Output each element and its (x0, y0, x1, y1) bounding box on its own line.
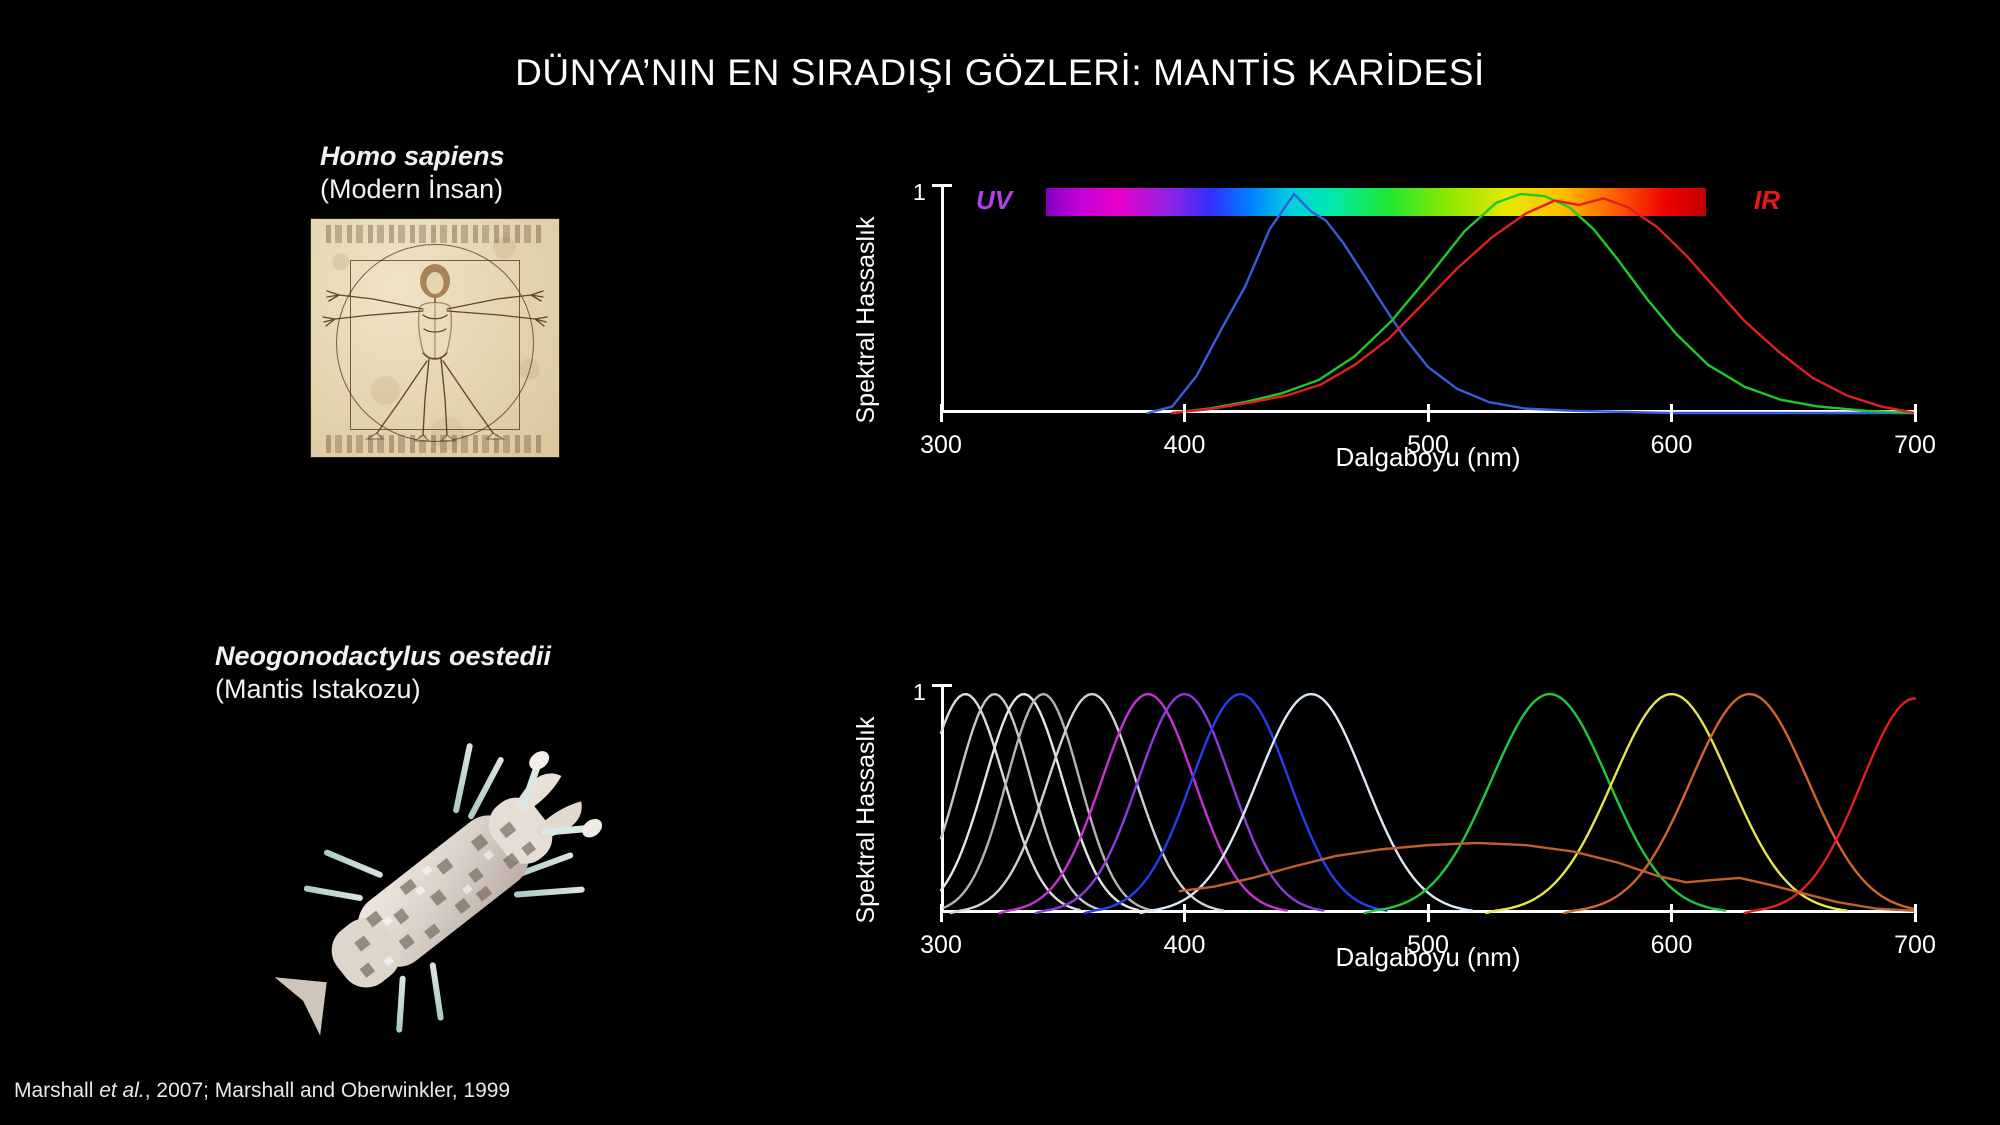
specimen-human-scientific-name: Homo sapiens (320, 141, 505, 171)
specimen-human-labels: Homo sapiens (Modern İnsan) (250, 140, 670, 206)
citation-et-al: et al. (99, 1079, 145, 1102)
x-tick-600 (1670, 904, 1673, 922)
x-tick-label-400: 400 (1163, 431, 1206, 459)
mirror-script-top (325, 224, 545, 243)
chart-mantis-x-axis-label: Dalgaboyu (nm) (1335, 942, 1521, 972)
vitruvian-square (350, 260, 520, 430)
curve-violet (999, 694, 1286, 913)
curve-uv-5 (951, 694, 1224, 913)
x-tick-300 (939, 904, 943, 922)
curve-l-cone-red- (1172, 198, 1915, 413)
x-tick-label-600: 600 (1650, 931, 1693, 959)
chart-mantis-y-tick-1: 1 (913, 679, 926, 705)
citation-prefix: Marshall (14, 1079, 100, 1102)
citation-line: Marshall et al., 2007; Marshall and Ober… (14, 1079, 510, 1103)
page-title: DÜNYA’NIN EN SIRADIŞI GÖZLERİ: MANTİS KA… (515, 52, 1485, 93)
x-tick-label-300: 300 (920, 931, 962, 959)
x-tick-400 (1183, 904, 1186, 922)
uv-label: UV (976, 185, 1013, 215)
chart-mantis-y-axis-label: Spektral Hassaslık (852, 716, 881, 924)
specimen-human: Homo sapiens (Modern İnsan) (250, 140, 670, 458)
curve-uv-1 (941, 694, 1080, 910)
curve-uv-4 (941, 694, 1153, 911)
spectrum-gradient (1046, 188, 1706, 216)
curve-uv-3 (941, 694, 1138, 910)
chart-human-curve-svg (941, 175, 1915, 413)
citation-suffix: , 2007; Marshall and Oberwinkler, 1999 (144, 1079, 511, 1102)
curve-yellow (1486, 694, 1846, 913)
specimen-shrimp-scientific-name: Neogonodactylus oestedii (215, 641, 552, 671)
mantis-shrimp-image (255, 730, 625, 1060)
curve-green (1365, 694, 1725, 913)
chart-human-y-axis-label: Spektral Hassaslık (852, 216, 881, 424)
chart-human-plot-area: 300 400 500 600 700 (920, 175, 1936, 459)
x-tick-label-500: 500 (1407, 931, 1449, 959)
curve-broadband (1180, 843, 1915, 911)
mantis-shrimp-illustration (255, 730, 625, 1060)
ir-label: IR (1754, 185, 1780, 215)
specimen-human-common-name: (Modern İnsan) (320, 173, 504, 204)
chart-mantis-y-tick-mark (932, 684, 952, 687)
chart-human-y-tick-mark (932, 184, 952, 187)
curve-m-cone-green- (1172, 194, 1915, 413)
visible-spectrum-bar: UV IR (976, 185, 1780, 216)
x-tick-700 (1913, 904, 1917, 922)
x-tick-label-400: 400 (1163, 931, 1206, 959)
specimen-shrimp-common-name: (Mantis Istakozu) (215, 673, 421, 704)
x-tick-700 (1913, 404, 1917, 422)
vitruvian-man-image (310, 217, 560, 458)
x-tick-400 (1183, 404, 1186, 422)
curve-blue (1085, 694, 1387, 913)
chart-human-x-axis-label: Dalgaboyu (nm) (1335, 442, 1521, 472)
x-tick-label-300: 300 (920, 431, 962, 459)
chart-mantis-spectral-sensitivity: Spektral Hassaslık 1 300 400 500 600 700 Dal… (852, 675, 1936, 972)
curve-far-red (1745, 698, 1915, 913)
x-tick-label-500: 500 (1407, 431, 1449, 459)
chart-mantis-curves (941, 675, 1915, 913)
curve-cyan (1141, 694, 1472, 913)
curve-orange (1564, 694, 1913, 913)
x-tick-500 (1426, 404, 1430, 422)
x-tick-600 (1670, 404, 1673, 422)
vitruvian-circle (336, 243, 534, 442)
chart-human-spectral-sensitivity: Spektral Hassaslık 1 300 400 500 600 700 Dal… (852, 175, 1936, 472)
chart-mantis-y-axis (941, 685, 944, 913)
x-tick-label-600: 600 (1650, 431, 1693, 459)
specimen-mantis-shrimp: Neogonodactylus oestedii (Mantis Istakoz… (215, 640, 775, 1060)
x-tick-label-700: 700 (1894, 431, 1936, 459)
curve-purple (1036, 694, 1323, 913)
x-tick-label-700: 700 (1894, 931, 1936, 959)
x-tick-500 (1426, 904, 1430, 922)
chart-human-y-tick-1: 1 (913, 179, 926, 205)
curve-uv-2 (941, 694, 1102, 910)
x-tick-300 (939, 404, 943, 422)
curve-s-cone-blue- (1148, 194, 1915, 413)
chart-mantis-plot-area: 300 400 500 600 700 (920, 675, 1936, 959)
chart-human-curves (941, 175, 1915, 413)
chart-human-y-axis (941, 185, 944, 413)
vitruvian-figure-drawing (322, 263, 548, 442)
specimen-shrimp-labels: Neogonodactylus oestedii (Mantis Istakoz… (215, 640, 775, 706)
chart-mantis-curve-svg (941, 675, 1915, 913)
